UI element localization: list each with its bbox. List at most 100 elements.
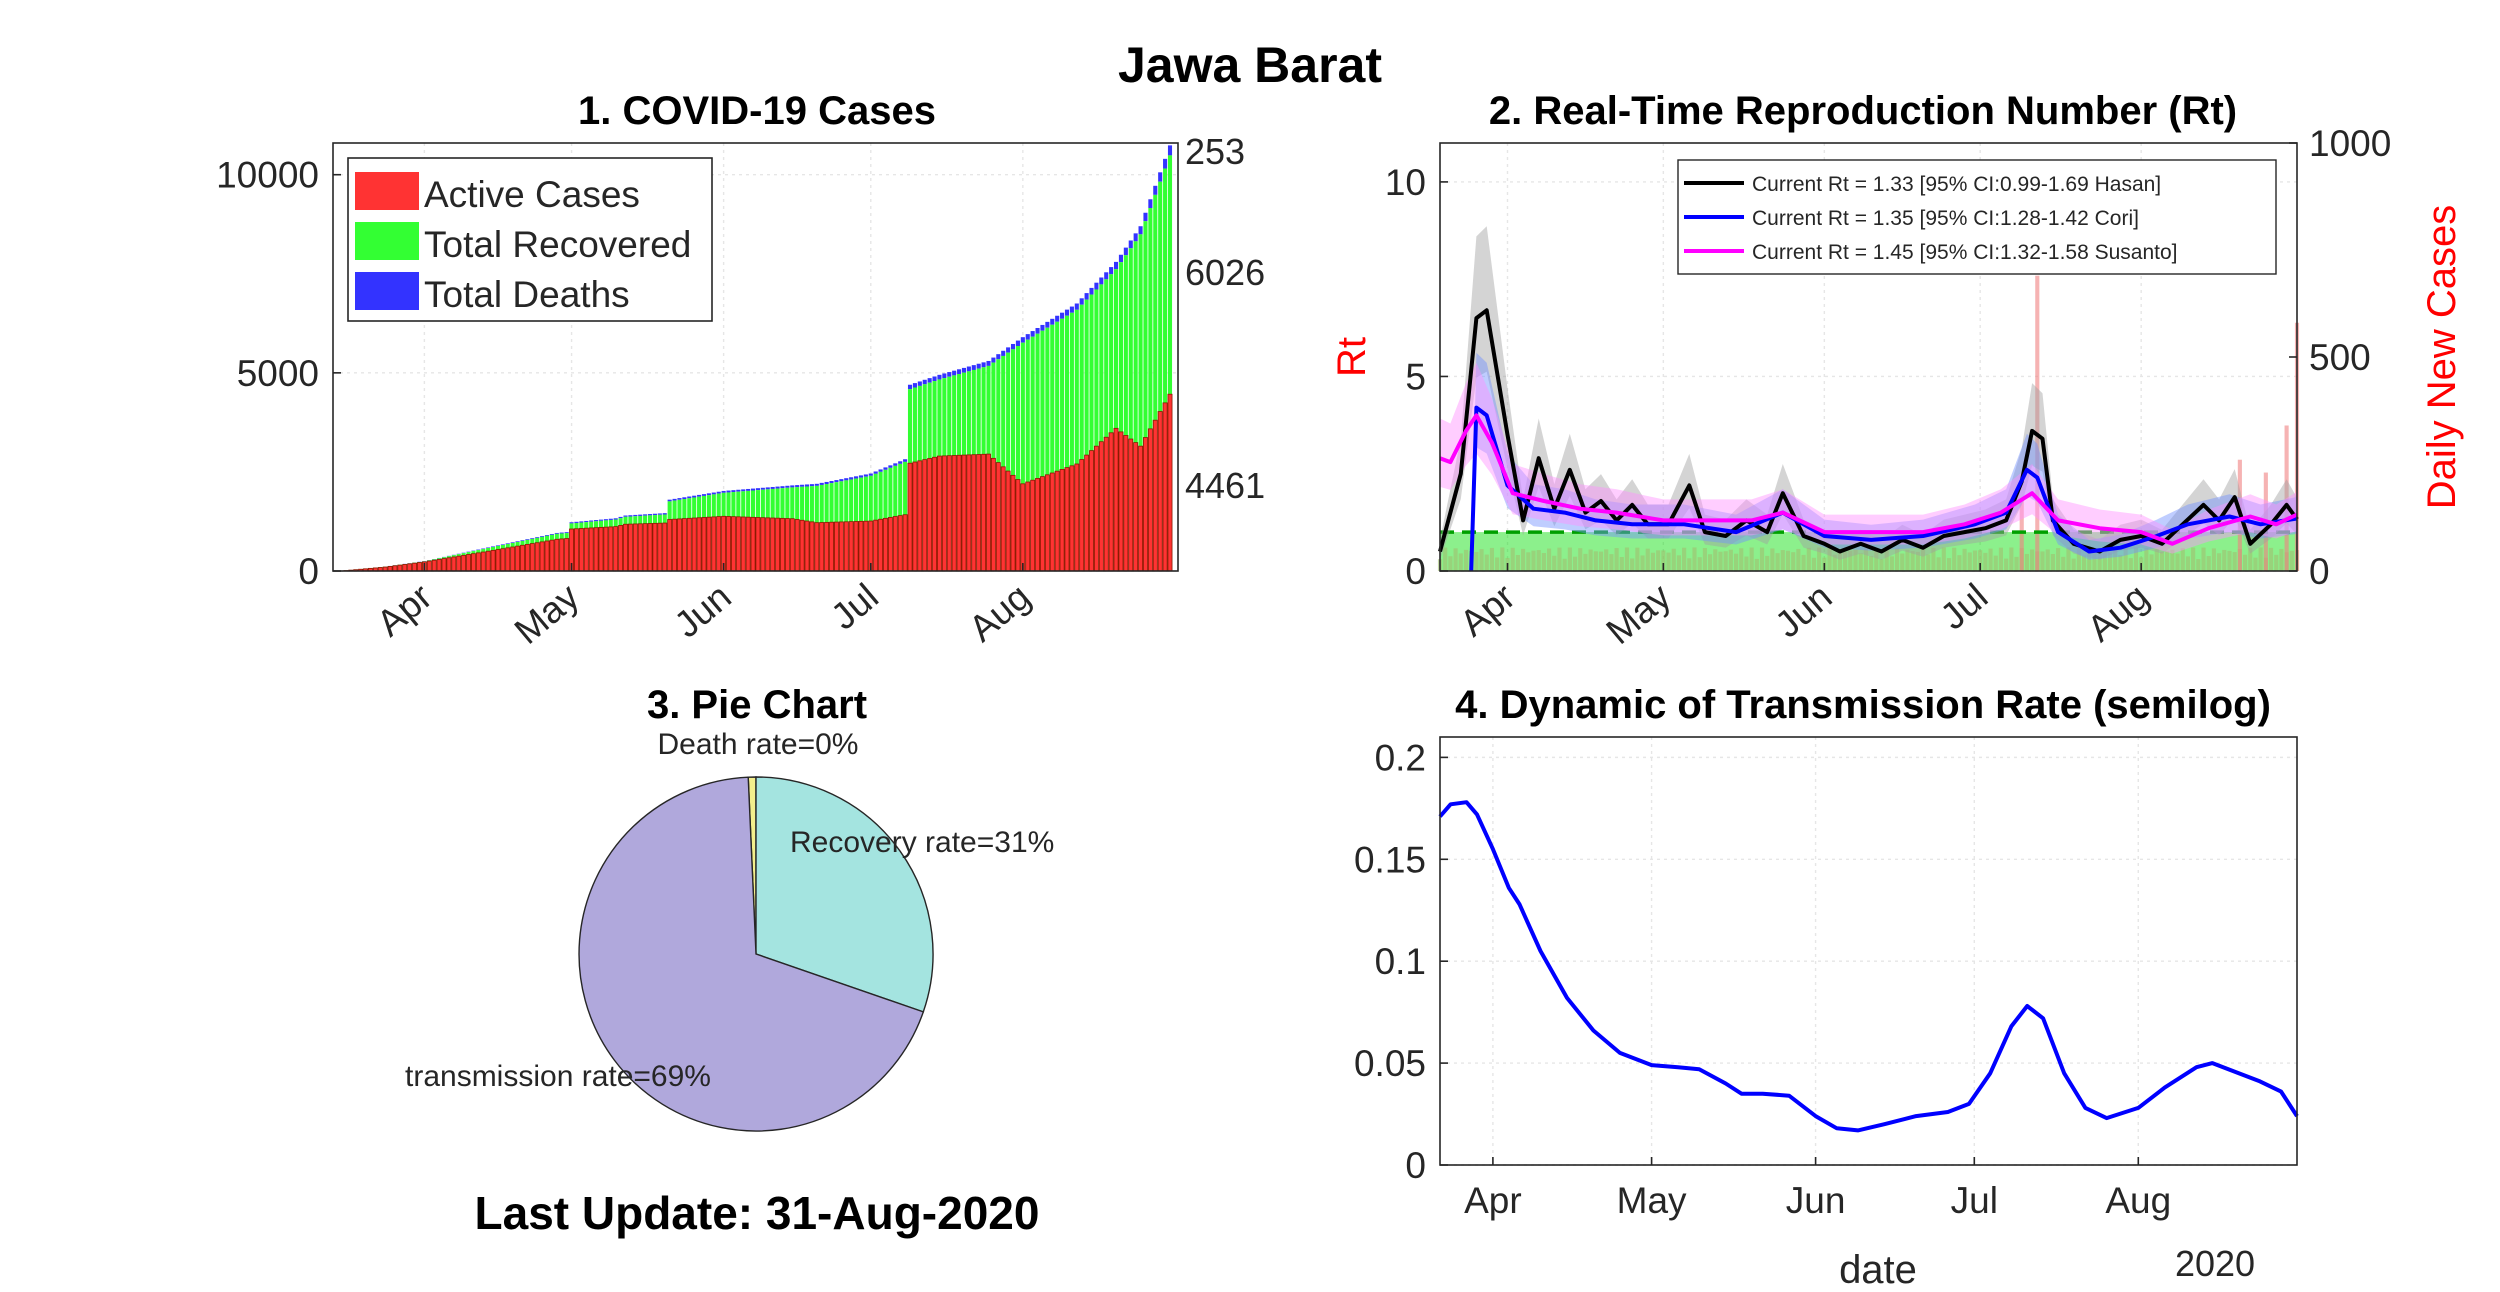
bar-total-deaths	[804, 484, 810, 487]
bar-total-recovered	[1158, 181, 1163, 412]
bar-active-cases	[583, 527, 589, 572]
bar-active-cases	[559, 538, 565, 572]
bar-total-recovered	[446, 556, 451, 558]
bar-total-recovered	[643, 515, 648, 524]
bar-active-cases	[623, 523, 628, 572]
bar-total-deaths	[549, 533, 554, 535]
bar-total-recovered	[677, 499, 682, 519]
daily-new-cases-bar	[1931, 547, 1936, 571]
bar-total-recovered	[1030, 336, 1035, 481]
bar-total-recovered	[495, 545, 501, 550]
daily-new-cases-bar	[1578, 548, 1583, 571]
daily-new-cases-bar	[1863, 548, 1868, 571]
bar-total-recovered	[883, 469, 888, 519]
cases-xtick-label: Jun	[667, 576, 739, 646]
bar-total-recovered	[917, 385, 922, 461]
daily-new-cases-bar	[2258, 547, 2263, 571]
bar-total-deaths	[971, 365, 976, 370]
bar-total-recovered	[1010, 349, 1016, 476]
daily-new-cases-bar	[2040, 551, 2045, 571]
daily-new-cases-bar	[1650, 552, 1656, 571]
bar-active-cases	[1108, 432, 1114, 572]
bar-total-recovered	[814, 485, 819, 523]
daily-new-cases-bar	[1972, 550, 1978, 571]
bar-total-deaths	[706, 493, 711, 496]
rt-ci-band	[1471, 352, 2297, 571]
daily-new-cases-bar	[1624, 547, 1630, 571]
daily-new-cases-bar	[1656, 550, 1661, 571]
bar-total-deaths	[854, 476, 859, 479]
daily-new-cases-bar	[1869, 556, 1874, 571]
bar-total-recovered	[549, 534, 554, 541]
bar-total-deaths	[1084, 293, 1089, 300]
bar-active-cases	[990, 457, 996, 572]
daily-new-cases-bar	[1733, 553, 1739, 571]
bar-total-recovered	[672, 500, 677, 520]
bar-total-recovered	[554, 533, 559, 540]
bar-active-cases	[902, 514, 908, 572]
transmission-xtick-label: Jul	[1951, 1180, 1998, 1221]
bar-total-deaths	[500, 544, 505, 545]
daily-new-cases-bar	[2045, 549, 2050, 571]
daily-new-cases-bar	[1749, 547, 1754, 571]
bar-active-cases	[922, 459, 928, 572]
daily-new-cases-bar	[1666, 552, 1671, 571]
legend-rt-susanto: Current Rt = 1.45 [95% CI:1.32-1.58 Susa…	[1752, 241, 2178, 264]
bar-total-deaths	[711, 492, 716, 495]
bar-total-recovered	[647, 515, 653, 524]
daily-new-cases-bar	[2268, 547, 2274, 571]
bar-active-cases	[686, 517, 692, 572]
bar-total-recovered	[633, 516, 638, 524]
bar-total-deaths	[520, 540, 525, 541]
bar-total-deaths	[1010, 343, 1016, 350]
cases-ytick-label: 5000	[237, 353, 319, 394]
bar-total-recovered	[1015, 345, 1020, 480]
bar-total-recovered	[1069, 312, 1074, 466]
bar-total-deaths	[544, 535, 550, 536]
bar-total-deaths	[1158, 172, 1163, 182]
bar-active-cases	[892, 516, 898, 572]
bar-total-deaths	[1035, 327, 1040, 334]
pie-chart: 3. Pie Chart Death rate=0% Recovery rate…	[405, 683, 1054, 1239]
bar-total-recovered	[849, 479, 854, 522]
transmission-xtick-label: Apr	[1464, 1180, 1522, 1221]
bar-total-deaths	[1030, 331, 1035, 337]
daily-new-cases-bar	[1978, 550, 1983, 571]
bar-active-cases	[402, 564, 408, 572]
bar-active-cases	[995, 462, 1001, 572]
daily-new-cases-bar	[2274, 554, 2279, 571]
daily-new-cases-bar	[2118, 555, 2123, 571]
daily-cases-ytick-label: 500	[2309, 337, 2371, 378]
bar-total-deaths	[770, 486, 775, 489]
daily-new-cases-bar	[1500, 547, 1505, 571]
daily-new-cases-bar	[1557, 547, 1562, 571]
bar-active-cases	[941, 455, 947, 572]
daily-new-cases-bar	[1837, 549, 1842, 571]
daily-new-cases-bar	[1900, 553, 1905, 571]
bar-active-cases	[1074, 463, 1080, 572]
bar-total-deaths	[1167, 145, 1173, 156]
bar-total-deaths	[1074, 303, 1079, 310]
bar-total-recovered	[1035, 333, 1040, 479]
legend-active-cases: Active Cases	[424, 174, 640, 215]
bar-total-recovered	[1055, 321, 1060, 472]
bar-total-recovered	[1163, 168, 1168, 403]
daily-new-cases-bar	[1998, 547, 2004, 571]
daily-cases-ytick-label: 1000	[2309, 123, 2391, 164]
bar-total-recovered	[785, 487, 790, 519]
bar-active-cases	[1138, 445, 1144, 572]
daily-new-cases-bar	[2113, 548, 2118, 571]
bar-total-recovered	[1128, 248, 1133, 440]
bar-active-cases	[784, 518, 790, 572]
bar-total-deaths	[1045, 321, 1050, 328]
bar-active-cases	[937, 455, 942, 572]
daily-new-cases-bar	[1609, 554, 1614, 571]
daily-new-cases-bar	[1588, 549, 1593, 571]
bar-total-recovered	[981, 367, 986, 455]
daily-new-cases-bar	[2248, 547, 2253, 571]
bar-total-recovered	[1025, 339, 1030, 483]
bar-active-cases	[760, 517, 766, 572]
bar-total-recovered	[569, 523, 574, 529]
bar-total-recovered	[976, 368, 981, 455]
daily-new-cases-bar	[2144, 547, 2149, 571]
